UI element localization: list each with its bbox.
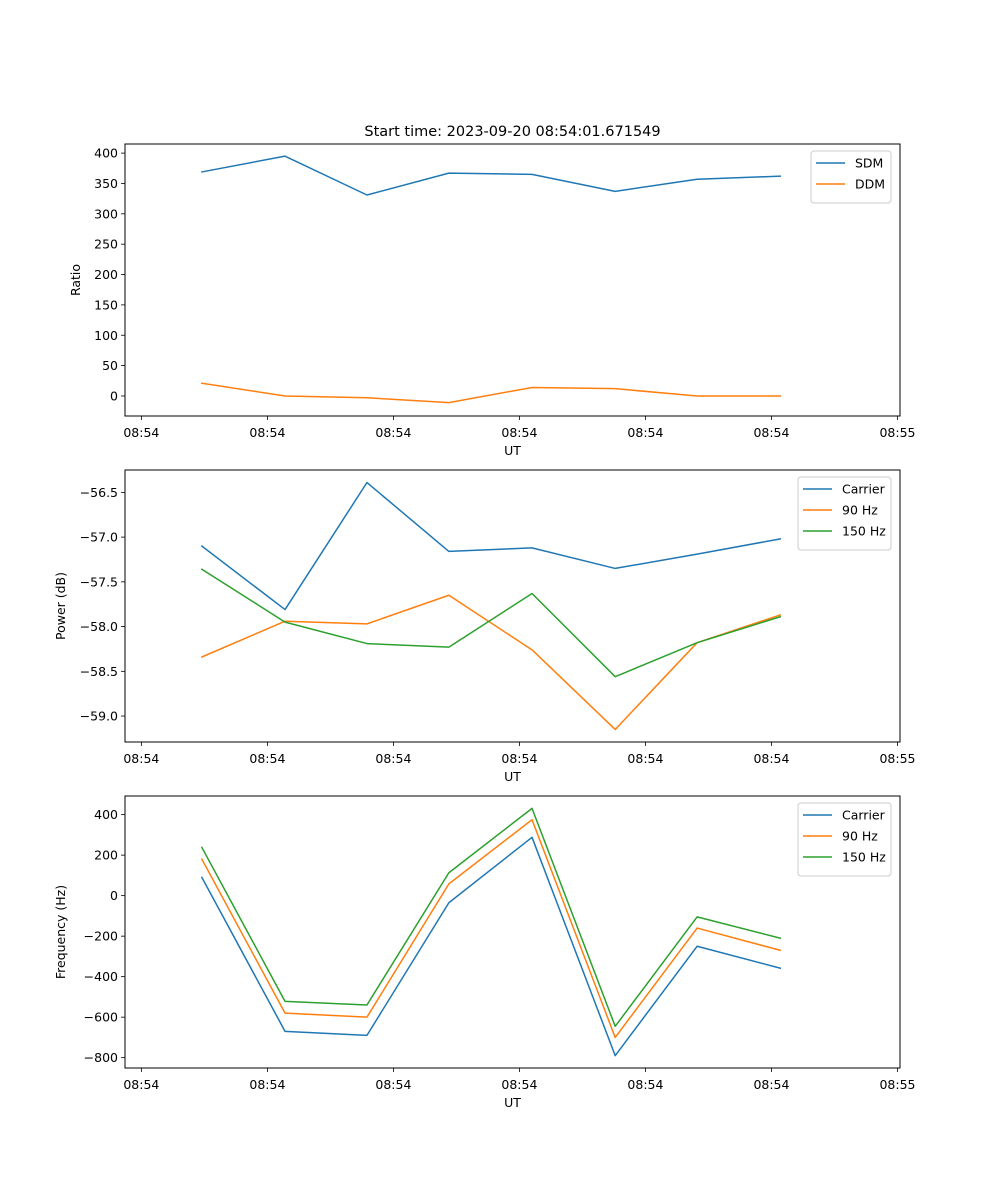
y-tick-label: −56.5 [80,485,118,500]
legend-frame [810,150,892,204]
legend: SDM DDM [810,150,892,204]
x-tick-label: 08:54 [375,1077,411,1092]
series-line-90-hz [200,818,782,1039]
x-tick-label: 08:54 [249,1077,285,1092]
axes-frame [124,469,901,743]
x-tick-label: 08:55 [879,425,915,440]
x-axis-label: UT [504,769,521,784]
axes-frame [124,143,901,417]
series-group [200,481,782,731]
x-tick-label: 08:54 [501,1077,537,1092]
y-tick-label: 400 [94,146,118,161]
x-tick-label: 08:54 [753,425,789,440]
series-line-carrier [200,481,782,611]
legend-label: DDM [855,177,885,192]
subplot-2: 08:54 08:54 08:54 08:54 08:54 08:54 08:55 −59.0… [53,469,915,784]
y-tick-label: −400 [84,969,118,984]
y-tick-label: 0 [110,388,118,403]
subplot-3: 08:54 08:54 08:54 08:54 08:54 08:54 08:55 −800 −… [53,795,915,1110]
y-tick-label: −57.0 [80,530,118,545]
x-tick-label: 08:54 [753,1077,789,1092]
y-axis-label: Power (dB) [53,572,68,640]
x-tick-label: 08:54 [123,1077,159,1092]
y-axis-label: Ratio [68,264,83,296]
legend: Carrier 90 Hz 150 Hz [797,802,892,877]
legend-label: 150 Hz [842,524,886,539]
x-tick-label: 08:54 [501,425,537,440]
y-tick-label: 400 [94,807,118,822]
y-tick-label: 350 [94,176,118,191]
x-tick-label: 08:54 [501,751,537,766]
x-tick-label: 08:54 [123,751,159,766]
y-tick-label: 50 [102,358,118,373]
series-line-ddm [201,382,782,404]
x-axis-label: UT [504,1095,521,1110]
y-tick-label: 250 [94,237,118,252]
series-group [200,155,782,404]
series-line-150-hz [200,568,782,678]
series-line-sdm [200,155,782,196]
x-tick-label: 08:54 [249,751,285,766]
x-tick-label: 08:54 [753,751,789,766]
y-tick-label: −600 [84,1010,118,1025]
x-tick-label: 08:54 [627,425,663,440]
series-line-90-hz [200,594,782,731]
y-tick-label: 200 [94,267,118,282]
x-tick-label: 08:54 [375,425,411,440]
series-line-carrier [200,836,782,1057]
legend-label: 150 Hz [842,850,886,865]
y-axis-label: Frequency (Hz) [53,885,68,979]
series-group [200,807,782,1057]
legend-label: 90 Hz [842,829,878,844]
y-tick-label: −59.0 [80,709,118,724]
axes-frame [124,795,901,1069]
y-tick-label: −800 [84,1050,118,1065]
legend-label: SDM [855,156,883,171]
y-tick-label: 200 [94,848,118,863]
x-tick-label: 08:54 [627,1077,663,1092]
legend-label: Carrier [842,482,886,497]
y-tick-label: −58.0 [80,619,118,634]
x-axis-label: UT [504,443,521,458]
y-tick-label: 0 [110,888,118,903]
legend-label: Carrier [842,808,886,823]
x-tick-label: 08:54 [375,751,411,766]
subplot-1: 08:54 08:54 08:54 08:54 08:54 08:54 08:55 0 50 10… [68,143,915,458]
y-tick-label: 150 [94,297,118,312]
x-tick-label: 08:55 [879,751,915,766]
figure-title: Start time: 2023-09-20 08:54:01.671549 [364,124,660,140]
y-tick-label: −58.5 [80,664,118,679]
series-line-150-hz [200,807,782,1028]
x-tick-label: 08:54 [123,425,159,440]
y-tick-label: −57.5 [80,574,118,589]
y-tick-label: 300 [94,206,118,221]
x-tick-label: 08:55 [879,1077,915,1092]
y-tick-label: −200 [84,929,118,944]
y-tick-label: 100 [94,328,118,343]
x-tick-label: 08:54 [627,751,663,766]
x-tick-label: 08:54 [249,425,285,440]
legend-label: 90 Hz [842,503,878,518]
legend: Carrier 90 Hz 150 Hz [797,476,892,551]
